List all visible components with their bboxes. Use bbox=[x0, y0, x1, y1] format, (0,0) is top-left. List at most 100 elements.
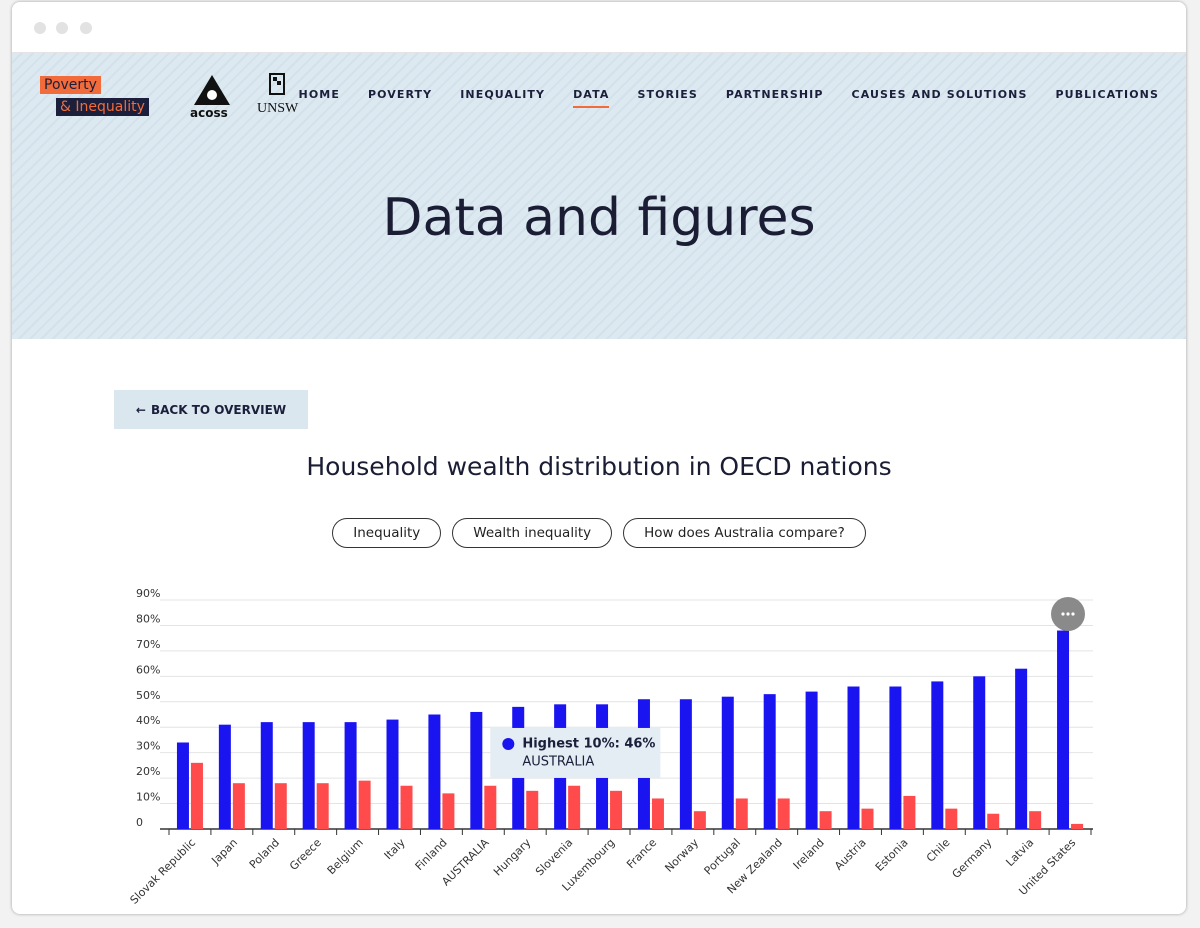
y-tick-label: 0 bbox=[136, 816, 143, 829]
header: Poverty & Inequality acoss UNSW HOME POVE… bbox=[12, 53, 1186, 339]
bar bbox=[1057, 630, 1070, 829]
bar bbox=[945, 808, 958, 829]
bar bbox=[386, 719, 399, 829]
bar bbox=[679, 699, 692, 829]
y-tick-label: 70% bbox=[136, 638, 160, 651]
menu-dot bbox=[1061, 612, 1065, 616]
bar bbox=[400, 785, 413, 829]
y-tick-label: 30% bbox=[136, 740, 160, 753]
bar bbox=[274, 783, 287, 829]
menu-dot bbox=[1071, 612, 1075, 616]
window-dot bbox=[80, 22, 92, 34]
bar bbox=[526, 790, 539, 829]
y-tick-label: 80% bbox=[136, 612, 160, 625]
x-tick-label: Portugal bbox=[702, 836, 743, 877]
x-tick-label: Estonia bbox=[873, 836, 911, 874]
acoss-icon bbox=[194, 75, 230, 105]
window-dot bbox=[34, 22, 46, 34]
x-tick-label: Slovenia bbox=[533, 836, 575, 878]
bar bbox=[442, 793, 455, 829]
bar bbox=[735, 798, 748, 829]
bar bbox=[903, 795, 916, 829]
bar bbox=[484, 785, 497, 829]
tab-button[interactable]: Wealth inequality bbox=[452, 518, 613, 548]
bar bbox=[931, 681, 944, 829]
x-tick-label: Austria bbox=[832, 836, 869, 873]
partner-logo[interactable]: acoss bbox=[190, 106, 228, 120]
nav: HOME POVERTY INEQUALITY DATA STORIES PARTNERS… bbox=[299, 88, 1159, 108]
nav-link[interactable]: PUBLICATIONS bbox=[1055, 88, 1159, 101]
y-tick-label: 20% bbox=[136, 765, 160, 778]
y-tick-label: 50% bbox=[136, 689, 160, 702]
logo-line[interactable]: Poverty bbox=[40, 76, 101, 94]
bar bbox=[428, 714, 441, 829]
bar bbox=[861, 808, 874, 829]
x-tick-label: Norway bbox=[662, 836, 701, 875]
bar bbox=[763, 694, 776, 829]
bar bbox=[1015, 668, 1028, 829]
y-tick-label: 90% bbox=[136, 587, 160, 600]
chart-menu[interactable] bbox=[1051, 597, 1085, 631]
tooltip: Highest 10%: 46% AUSTRALIA bbox=[490, 727, 661, 778]
bar bbox=[693, 811, 706, 829]
tooltip-label: Highest 10%: 46% bbox=[522, 736, 655, 751]
x-tick-label: Belgium bbox=[325, 836, 366, 877]
y-tick-label: 40% bbox=[136, 714, 160, 727]
bar bbox=[190, 762, 203, 829]
x-tick-label: Germany bbox=[950, 836, 995, 881]
x-tick-label: Ireland bbox=[791, 836, 827, 872]
back-button[interactable]: ← BACK TO OVERVIEW bbox=[114, 390, 308, 429]
nav-link[interactable]: HOME bbox=[298, 88, 340, 101]
x-tick-label: Chile bbox=[924, 836, 953, 865]
x-tick-label: Poland bbox=[247, 836, 282, 871]
tooltip-dot bbox=[502, 737, 515, 750]
back-label: BACK TO OVERVIEW bbox=[150, 402, 287, 417]
bar bbox=[218, 724, 231, 829]
y-tick-label: 10% bbox=[136, 791, 160, 804]
tab-button[interactable]: How does Australia compare? bbox=[623, 518, 866, 548]
nav-link[interactable]: PARTNERSHIP bbox=[725, 88, 824, 101]
bar bbox=[973, 676, 986, 829]
bar bbox=[805, 691, 818, 829]
bar bbox=[889, 686, 902, 829]
bar bbox=[651, 798, 664, 829]
title-bar bbox=[12, 2, 1186, 53]
nav-link[interactable]: STORIES bbox=[637, 88, 698, 101]
unsw-crest bbox=[269, 73, 285, 95]
tooltip-category: AUSTRALIA bbox=[522, 754, 594, 769]
nav-link[interactable]: INEQUALITY bbox=[460, 88, 546, 101]
x-tick-label: Finland bbox=[413, 836, 450, 873]
tab-button[interactable]: Inequality bbox=[332, 518, 442, 548]
bar bbox=[358, 780, 371, 829]
bar bbox=[987, 813, 1000, 829]
x-tick-label: Italy bbox=[382, 836, 408, 862]
bar bbox=[721, 696, 734, 829]
bar bbox=[847, 686, 860, 829]
bar bbox=[819, 811, 832, 829]
bar bbox=[1029, 811, 1042, 829]
bar bbox=[1071, 823, 1084, 829]
chart: 0 10% 20% 30% 40% 50% 60% 70% 80% 90% Slovak Repub… bbox=[128, 587, 1093, 907]
tooltip-box bbox=[490, 727, 661, 778]
nav-link[interactable]: POVERTY bbox=[367, 88, 433, 101]
nav-link[interactable]: DATA bbox=[573, 88, 610, 108]
x-tick-label: Japan bbox=[209, 836, 241, 868]
x-tick-label: Greece bbox=[287, 836, 324, 873]
bar bbox=[232, 783, 245, 829]
bar bbox=[176, 742, 189, 829]
bar bbox=[302, 722, 315, 829]
logo-line[interactable]: & Inequality bbox=[56, 98, 149, 116]
arrow-icon: ← bbox=[135, 402, 146, 417]
browser-window: Poverty & Inequality acoss UNSW HOME POVE… bbox=[12, 2, 1186, 914]
window-dot bbox=[56, 22, 68, 34]
x-tick-label: Hungary bbox=[491, 836, 534, 879]
tabs: Inequality Wealth inequality How does Aust… bbox=[12, 518, 1186, 548]
x-tick-label: Slovak Republic bbox=[128, 836, 199, 907]
nav-link[interactable]: CAUSES AND SOLUTIONS bbox=[851, 88, 1028, 101]
bar bbox=[568, 785, 581, 829]
page-title: Data and figures bbox=[382, 188, 816, 248]
bar bbox=[344, 722, 357, 829]
x-tick-label: France bbox=[624, 836, 659, 871]
partner-logo[interactable]: UNSW bbox=[257, 101, 299, 116]
